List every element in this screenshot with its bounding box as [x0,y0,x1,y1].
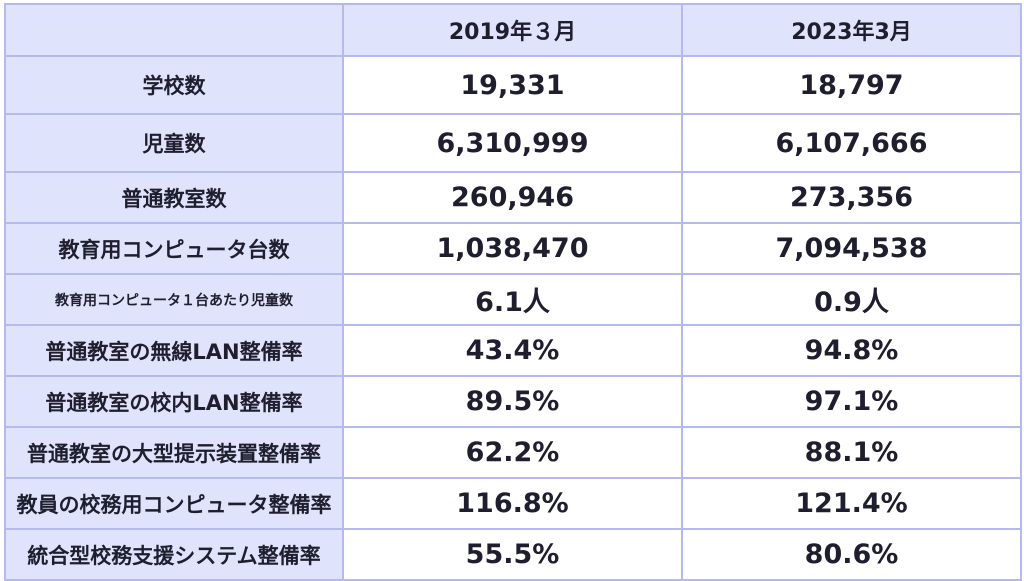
ict-statistics-table: 2019年３月 2023年3月 学校数 19,331 18,797 児童数 6,… [4,3,1022,581]
value-2023: 18,797 [681,55,1022,115]
table-row: 普通教室数 260,946 273,356 [4,171,1022,224]
value-2019: 6.1人 [342,273,683,326]
value-2019: 55.5% [342,528,683,581]
table-row: 教員の校務用コンピュータ整備率 116.8% 121.4% [4,477,1022,530]
corner-cell [4,3,344,57]
table-row: 学校数 19,331 18,797 [4,55,1022,115]
value-2023: 273,356 [681,171,1022,224]
table-row: 教育用コンピュータ１台あたり児童数 6.1人 0.9人 [4,273,1022,326]
column-header-2019: 2019年３月 [342,3,683,57]
row-label: 教育用コンピュータ台数 [4,222,344,275]
value-2019: 43.4% [342,324,683,377]
table-row: 統合型校務支援システム整備率 55.5% 80.6% [4,528,1022,581]
value-2019: 62.2% [342,426,683,479]
row-label: 児童数 [4,113,344,173]
value-2023: 7,094,538 [681,222,1022,275]
row-label: 学校数 [4,55,344,115]
column-header-2023: 2023年3月 [681,3,1022,57]
value-2023: 121.4% [681,477,1022,530]
table-header-row: 2019年３月 2023年3月 [4,3,1022,57]
value-2023: 0.9人 [681,273,1022,326]
table-row: 普通教室の無線LAN整備率 43.4% 94.8% [4,324,1022,377]
row-label: 教育用コンピュータ１台あたり児童数 [4,273,344,326]
value-2023: 80.6% [681,528,1022,581]
table-row: 教育用コンピュータ台数 1,038,470 7,094,538 [4,222,1022,275]
value-2019: 89.5% [342,375,683,428]
table-row: 児童数 6,310,999 6,107,666 [4,113,1022,173]
row-label: 教員の校務用コンピュータ整備率 [4,477,344,530]
row-label: 普通教室の無線LAN整備率 [4,324,344,377]
row-label: 普通教室の校内LAN整備率 [4,375,344,428]
row-label: 統合型校務支援システム整備率 [4,528,344,581]
value-2019: 1,038,470 [342,222,683,275]
table-row: 普通教室の校内LAN整備率 89.5% 97.1% [4,375,1022,428]
value-2019: 19,331 [342,55,683,115]
row-label: 普通教室の大型提示装置整備率 [4,426,344,479]
row-label: 普通教室数 [4,171,344,224]
value-2023: 97.1% [681,375,1022,428]
table-row: 普通教室の大型提示装置整備率 62.2% 88.1% [4,426,1022,479]
value-2019: 260,946 [342,171,683,224]
value-2023: 94.8% [681,324,1022,377]
value-2019: 116.8% [342,477,683,530]
value-2023: 88.1% [681,426,1022,479]
value-2023: 6,107,666 [681,113,1022,173]
value-2019: 6,310,999 [342,113,683,173]
